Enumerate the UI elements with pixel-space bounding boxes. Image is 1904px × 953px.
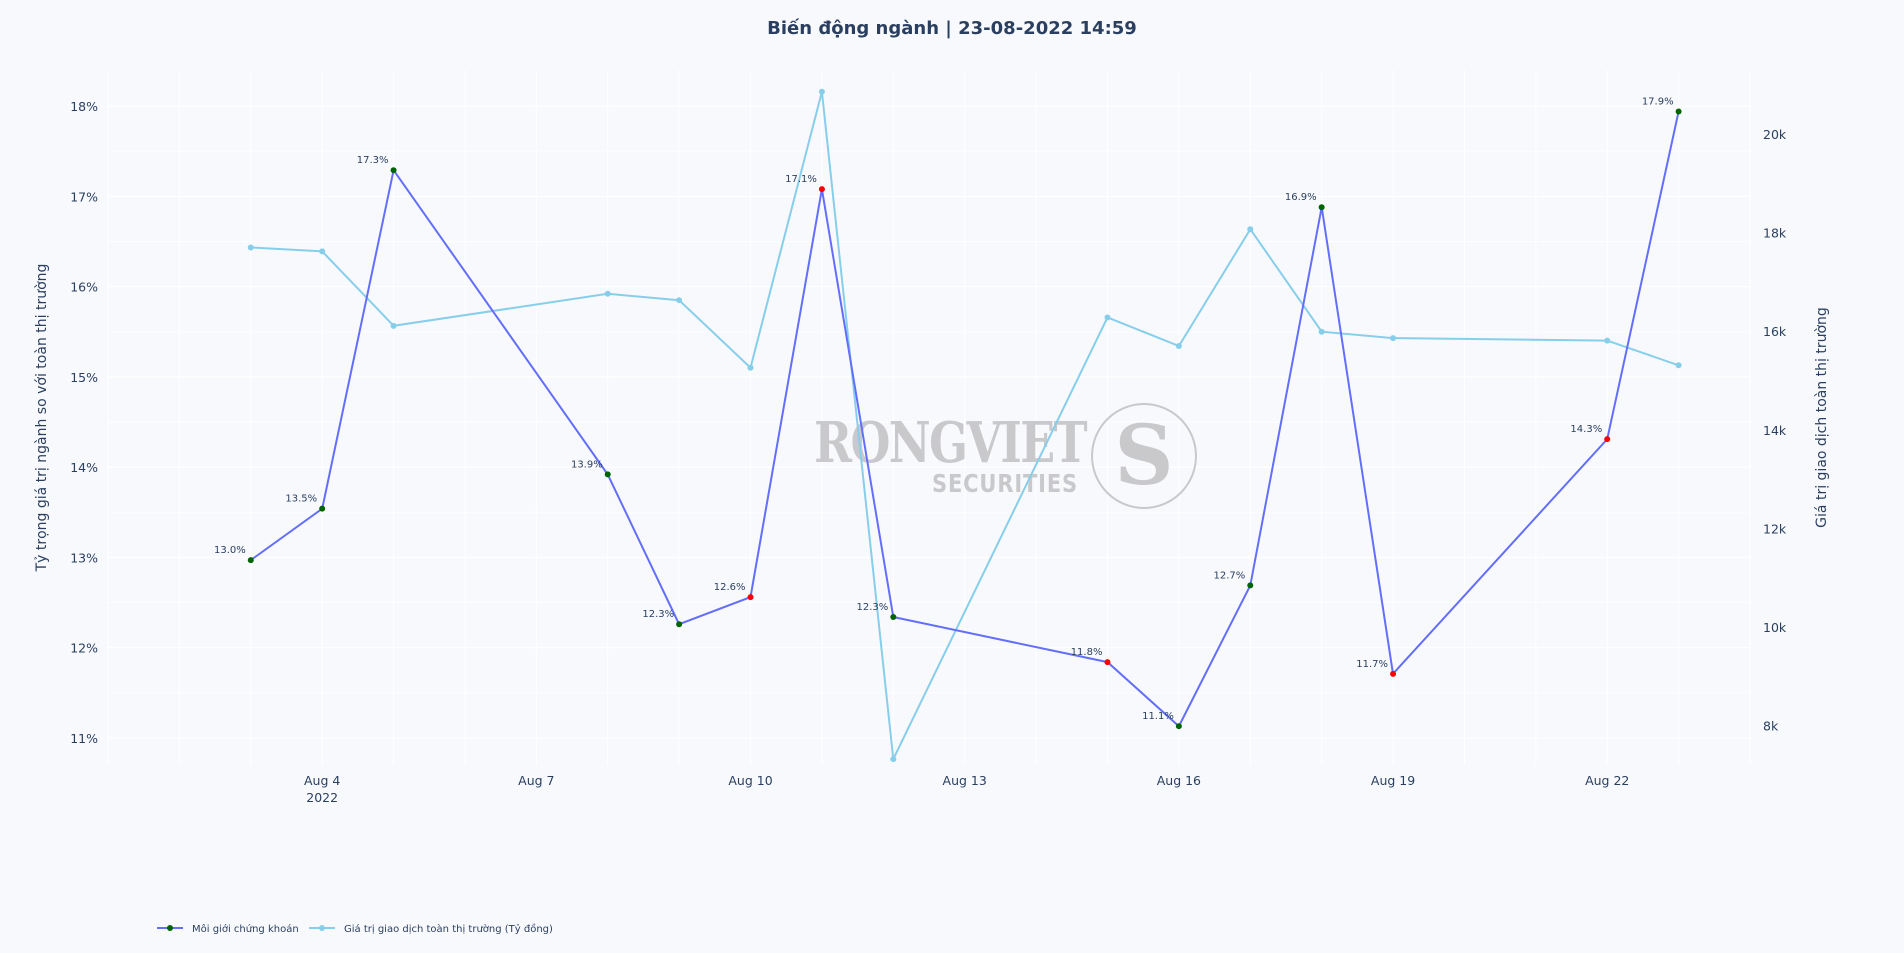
data-label-brokerage: 13.9% bbox=[571, 459, 603, 470]
watermark-emblem-icon: S bbox=[1114, 408, 1173, 504]
x-tick-label: Aug 16 bbox=[1157, 773, 1201, 788]
watermark-emblem-ring bbox=[1091, 403, 1197, 509]
y-right-tick-label: 14k bbox=[1763, 423, 1787, 438]
legend-item-market-value[interactable]: Giá trị giao dịch toàn thị trường (Tỷ đồ… bbox=[309, 923, 553, 935]
marker-brokerage bbox=[1675, 108, 1682, 115]
marker-market-value bbox=[1175, 343, 1182, 350]
legend-marker-brokerage bbox=[167, 925, 173, 931]
marker-brokerage bbox=[1318, 204, 1325, 211]
data-label-brokerage: 11.8% bbox=[1071, 647, 1103, 658]
data-label-brokerage: 13.5% bbox=[285, 494, 317, 505]
marker-market-value bbox=[1104, 314, 1111, 321]
legend-item-brokerage[interactable]: Môi giới chứng khoán bbox=[157, 923, 299, 935]
marker-market-value bbox=[604, 290, 611, 297]
data-label-brokerage: 13.0% bbox=[214, 545, 246, 556]
marker-market-value bbox=[1318, 328, 1325, 335]
marker-brokerage bbox=[747, 594, 754, 601]
marker-brokerage bbox=[390, 167, 397, 174]
marker-market-value bbox=[676, 297, 683, 304]
y-left-tick-label: 12% bbox=[70, 641, 98, 656]
y-left-tick-label: 15% bbox=[70, 370, 98, 385]
data-labels: 13.0% 13.5% 17.3% 13.9% 12.3% 12.6% 17.1% 12.3%… bbox=[214, 97, 1674, 723]
x-tick-label: Aug 19 bbox=[1371, 773, 1415, 788]
legend-label-market-value: Giá trị giao dịch toàn thị trường (Tỷ đồ… bbox=[344, 923, 553, 935]
data-label-brokerage: 16.9% bbox=[1285, 192, 1317, 203]
data-label-brokerage: 14.3% bbox=[1570, 424, 1602, 435]
marker-market-value bbox=[1604, 337, 1611, 344]
marker-market-value bbox=[890, 756, 897, 763]
marker-market-value bbox=[1247, 226, 1254, 233]
y-left-tick-label: 14% bbox=[70, 460, 98, 475]
y-right-tick-label: 20k bbox=[1763, 127, 1787, 142]
x-tick-label: Aug 4 bbox=[304, 773, 340, 788]
marker-brokerage bbox=[247, 557, 254, 564]
x-tick-label: Aug 13 bbox=[943, 773, 987, 788]
data-label-brokerage: 12.3% bbox=[642, 609, 674, 620]
axes: 11% 12% 13% 14% 15% 16% 17% 18% 8k 10k 12k 14k 16k 18… bbox=[34, 99, 1830, 805]
legend-label-brokerage: Môi giới chứng khoán bbox=[192, 923, 299, 935]
marker-market-value bbox=[747, 364, 754, 371]
data-label-brokerage: 17.9% bbox=[1642, 97, 1674, 108]
watermark-logo: RONGVIET SECURITIES S bbox=[814, 403, 1197, 509]
y-left-tick-label: 13% bbox=[70, 550, 98, 565]
x-tick-label: Aug 10 bbox=[728, 773, 772, 788]
marker-brokerage bbox=[1247, 582, 1254, 589]
marker-market-value bbox=[1675, 362, 1682, 369]
marker-market-value bbox=[818, 88, 825, 95]
data-label-brokerage: 12.7% bbox=[1213, 570, 1245, 581]
y-left-axis-title: Tỷ trọng giá trị ngành so với toàn thị t… bbox=[34, 264, 50, 573]
marker-brokerage bbox=[676, 621, 683, 628]
x-tick-year-label: 2022 bbox=[306, 790, 338, 805]
x-tick-label: Aug 7 bbox=[518, 773, 554, 788]
data-label-brokerage: 12.6% bbox=[714, 582, 746, 593]
grid-lines bbox=[107, 70, 1751, 765]
y-left-tick-label: 17% bbox=[70, 189, 98, 204]
marker-market-value bbox=[247, 244, 254, 251]
legend-marker-market-value bbox=[319, 925, 325, 931]
marker-market-value bbox=[319, 248, 326, 255]
marker-brokerage bbox=[1175, 723, 1182, 730]
chart-title: Biến động ngành | 23-08-2022 14:59 bbox=[767, 18, 1137, 39]
y-right-tick-label: 8k bbox=[1763, 719, 1779, 734]
data-label-brokerage: 17.3% bbox=[357, 155, 389, 166]
series-markers bbox=[247, 88, 1682, 763]
marker-market-value bbox=[1390, 335, 1397, 342]
marker-brokerage bbox=[1104, 659, 1111, 666]
data-label-brokerage: 12.3% bbox=[857, 602, 889, 613]
marker-brokerage bbox=[1390, 670, 1397, 677]
y-right-tick-label: 16k bbox=[1763, 324, 1787, 339]
marker-market-value bbox=[390, 322, 397, 329]
x-tick-label: Aug 22 bbox=[1585, 773, 1629, 788]
y-left-tick-label: 11% bbox=[70, 731, 98, 746]
y-right-tick-label: 12k bbox=[1763, 521, 1787, 536]
y-left-tick-label: 18% bbox=[70, 99, 98, 114]
y-left-tick-label: 16% bbox=[70, 280, 98, 295]
y-right-tick-label: 18k bbox=[1763, 226, 1787, 241]
marker-brokerage bbox=[818, 186, 825, 193]
legend[interactable]: Môi giới chứng khoán Giá trị giao dịch to… bbox=[157, 923, 553, 935]
marker-brokerage bbox=[1604, 436, 1611, 443]
data-label-brokerage: 11.7% bbox=[1356, 659, 1388, 670]
marker-brokerage bbox=[319, 505, 326, 512]
data-label-brokerage: 17.1% bbox=[785, 174, 817, 185]
y-right-tick-label: 10k bbox=[1763, 620, 1787, 635]
marker-brokerage bbox=[890, 613, 897, 620]
data-label-brokerage: 11.1% bbox=[1142, 711, 1174, 722]
marker-brokerage bbox=[604, 471, 611, 478]
y-right-axis-title: Giá trị giao dịch toàn thị trường bbox=[1814, 307, 1830, 528]
watermark-sub: SECURITIES bbox=[932, 469, 1078, 498]
